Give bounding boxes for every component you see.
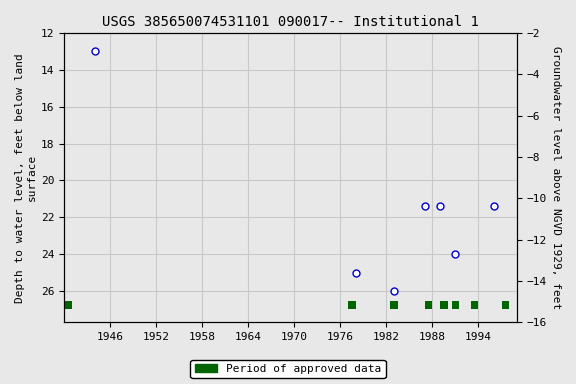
Legend: Period of approved data: Period of approved data: [191, 359, 385, 379]
Bar: [425, 301, 433, 310]
Bar: [471, 301, 479, 310]
Y-axis label: Depth to water level, feet below land
surface: Depth to water level, feet below land su…: [15, 53, 37, 303]
Bar: [440, 301, 448, 310]
Y-axis label: Groundwater level above NGVD 1929, feet: Groundwater level above NGVD 1929, feet: [551, 46, 561, 309]
Bar: [502, 301, 509, 310]
Bar: [348, 301, 355, 310]
Bar: [452, 301, 459, 310]
Bar: [64, 301, 71, 310]
Bar: [390, 301, 398, 310]
Title: USGS 385650074531101 090017-- Institutional 1: USGS 385650074531101 090017-- Institutio…: [102, 15, 479, 29]
